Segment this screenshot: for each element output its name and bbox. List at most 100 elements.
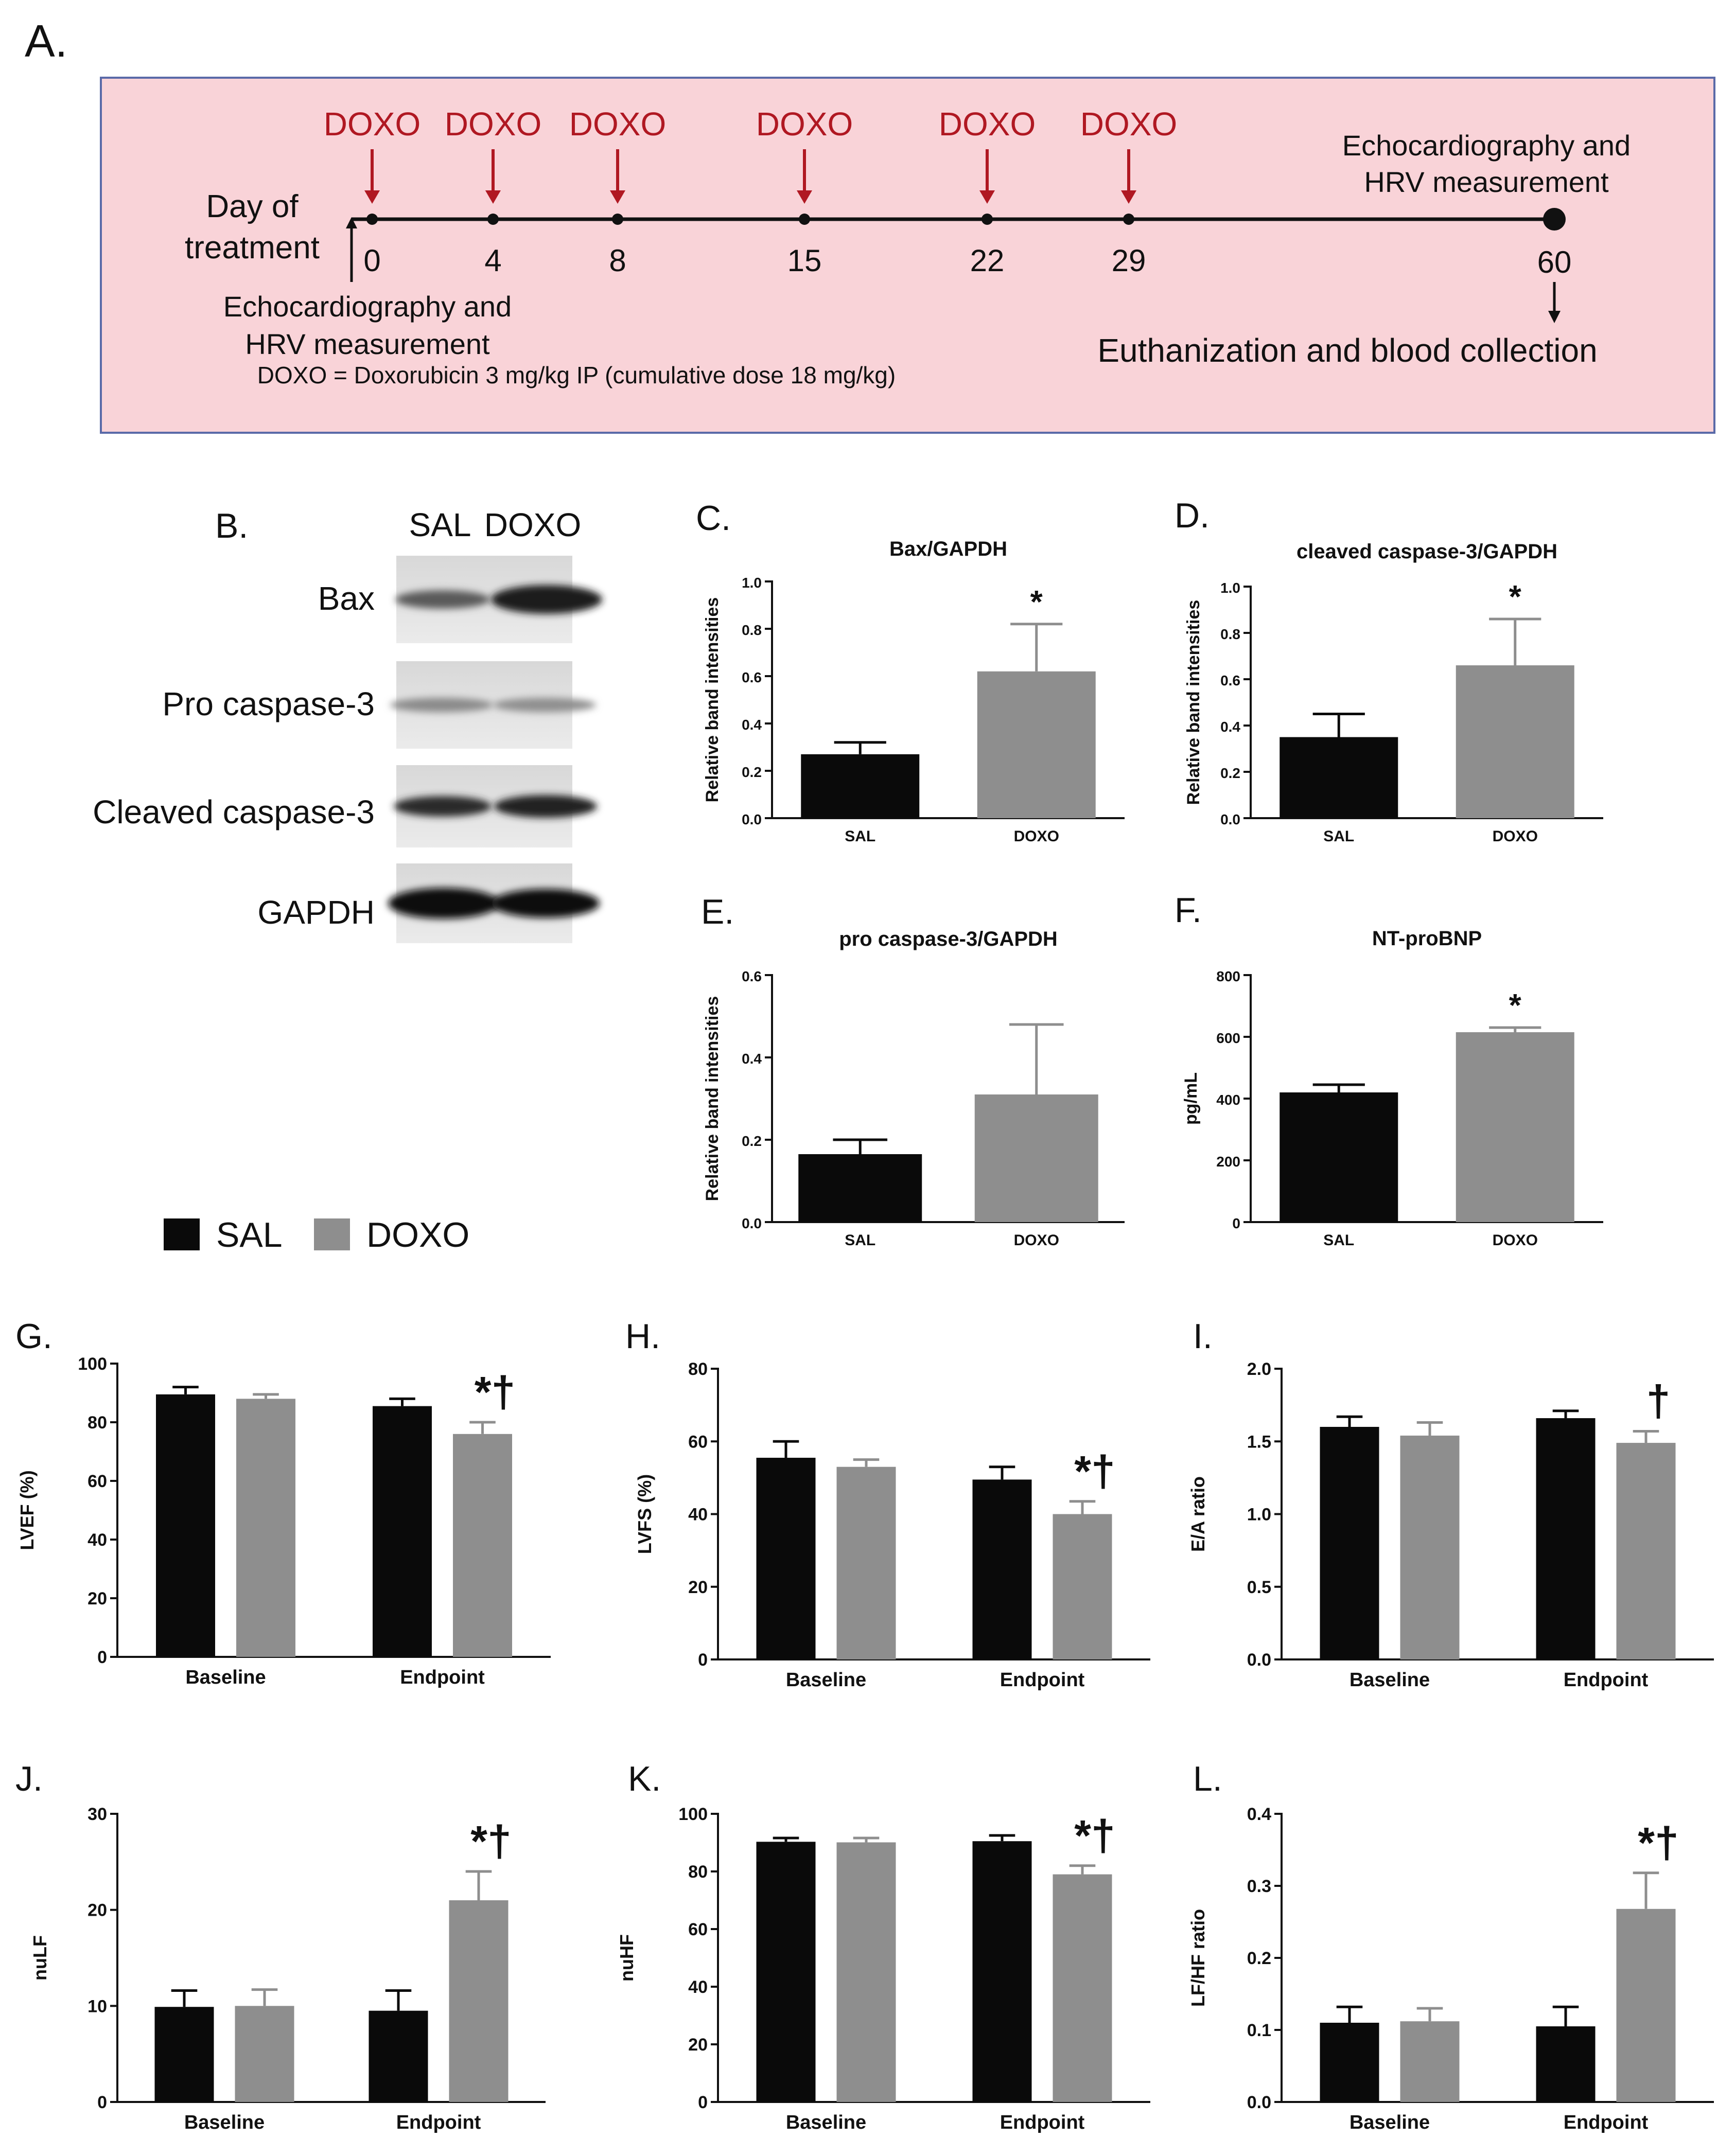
bar — [373, 1406, 432, 1657]
day-axis-label: treatment — [185, 230, 320, 266]
bar — [1456, 665, 1574, 818]
panel-label: J. — [15, 1759, 43, 1798]
bar — [1053, 1514, 1112, 1659]
blot-row-label: GAPDH — [257, 894, 375, 931]
timeline-day-dot — [982, 214, 993, 225]
x-category-label: Baseline — [786, 1669, 866, 1691]
timeline-day-label: 15 — [787, 243, 822, 278]
y-tick-label: 0 — [97, 1648, 107, 1667]
y-tick-label: 0 — [698, 2093, 708, 2112]
chart-title: NT-proBNP — [1372, 927, 1482, 950]
x-category-label: Endpoint — [1000, 1669, 1085, 1691]
start-arrowhead — [346, 217, 357, 228]
y-axis-label: LVFS (%) — [634, 1474, 655, 1554]
bar — [1400, 2021, 1460, 2102]
significance-annotation: *† — [1074, 1811, 1115, 1860]
bar — [1280, 737, 1398, 818]
blot-column-label: DOXO — [484, 506, 581, 543]
blot-band — [491, 585, 602, 614]
y-tick-label: 80 — [688, 1862, 708, 1882]
timeline-day-label: 0 — [363, 243, 380, 278]
significance-annotation: *† — [470, 1817, 511, 1865]
panel-label: H. — [625, 1317, 660, 1356]
y-axis-label: LVEF (%) — [16, 1470, 38, 1550]
y-tick-label: 0.6 — [742, 968, 762, 984]
bar — [972, 1479, 1032, 1659]
panel-label: K. — [628, 1759, 661, 1798]
x-category-label: DOXO — [1014, 1232, 1059, 1249]
y-tick-label: 0.8 — [1220, 626, 1240, 642]
end-arrowhead — [1548, 311, 1561, 323]
western-blot-panel: B. SAL DOXO Bax Pro caspase-3 Cleaved caspase… — [93, 506, 602, 943]
x-category-label: SAL — [1323, 1232, 1354, 1249]
x-category-label: Endpoint — [1000, 2112, 1085, 2133]
dose-arrowhead — [1121, 190, 1136, 204]
y-tick-label: 800 — [1216, 968, 1240, 984]
x-category-label: DOXO — [1014, 828, 1059, 845]
y-axis-label: E/A ratio — [1187, 1476, 1208, 1552]
panel-label: I. — [1193, 1317, 1213, 1356]
dose-label: DOXO — [756, 105, 853, 143]
bar — [156, 1394, 215, 1657]
legend-swatch-sal — [164, 1218, 200, 1250]
blot-row-label: Pro caspase-3 — [162, 685, 375, 722]
bar — [236, 1399, 295, 1657]
bar — [1320, 2023, 1379, 2102]
bar — [756, 1458, 816, 1659]
x-category-label: DOXO — [1493, 828, 1538, 845]
day-axis-label: Day of — [206, 189, 299, 224]
chart-h: H. 0 20 40 60 80 LVFS (%) Baseline Endpoint *† — [625, 1317, 1150, 1691]
y-tick-label: 20 — [87, 1589, 107, 1609]
start-note: HRV measurement — [245, 328, 490, 360]
x-category-label: Baseline — [786, 2112, 866, 2133]
timeline-box — [100, 77, 1715, 434]
chart-g: G. 0 20 40 60 80 100 LVEF (%) Baseline Endpoint *† — [15, 1317, 551, 1688]
chart-d: D. cleaved caspase-3/GAPDH 0.0 0.2 0.4 0.6 0.8… — [1175, 496, 1603, 845]
y-tick-label: 0.2 — [742, 764, 762, 780]
blot-band — [492, 889, 600, 918]
dose-arrowhead — [364, 190, 380, 204]
y-tick-label: 0.6 — [742, 669, 762, 685]
blot-band — [494, 795, 597, 818]
x-category-label: Endpoint — [400, 1667, 485, 1688]
y-tick-label: 80 — [87, 1413, 107, 1433]
dose-arrowhead — [979, 190, 995, 204]
x-category-label: Baseline — [1350, 2112, 1430, 2133]
bar — [453, 1434, 512, 1657]
dose-label: DOXO — [324, 105, 420, 143]
y-tick-label: 20 — [87, 1901, 107, 1920]
significance-annotation: * — [1509, 988, 1522, 1023]
y-tick-label: 1.0 — [1247, 1505, 1271, 1525]
y-tick-label: 0.1 — [1247, 2021, 1271, 2040]
y-tick-label: 600 — [1216, 1030, 1240, 1046]
y-tick-label: 0.0 — [1220, 811, 1240, 827]
blot-band — [493, 698, 596, 712]
timeline-day-label: 22 — [970, 243, 1005, 278]
timeline-end-dot — [1543, 208, 1566, 231]
panel-label: G. — [15, 1317, 52, 1356]
bar — [449, 1900, 509, 2102]
y-tick-label: 0 — [1232, 1215, 1240, 1231]
y-tick-label: 400 — [1216, 1092, 1240, 1108]
timeline-panel: A. 0 DOXO 4 DOXO 8 DOXO 15 DOXO 22 DOXO 29 DOXO 60 Day… — [25, 15, 1715, 434]
x-category-label: Baseline — [1350, 1669, 1430, 1691]
significance-annotation: *† — [475, 1368, 515, 1416]
blot-row-label: Bax — [318, 580, 375, 617]
dose-label: DOXO — [445, 105, 541, 143]
y-tick-label: 0.4 — [742, 717, 762, 733]
blot-band — [388, 888, 499, 919]
y-tick-label: 30 — [87, 1805, 107, 1824]
dose-arrowhead — [797, 190, 812, 204]
y-tick-label: 40 — [87, 1530, 107, 1550]
significance-annotation: * — [1509, 579, 1522, 615]
timeline-footnote: DOXO = Doxorubicin 3 mg/kg IP (cumulativ… — [257, 362, 896, 388]
timeline-day-label: 60 — [1537, 245, 1572, 279]
y-tick-label: 0.2 — [1247, 1949, 1271, 1968]
y-axis-label: nuHF — [616, 1934, 637, 1982]
significance-annotation: * — [1030, 585, 1043, 620]
y-tick-label: 0 — [97, 2093, 107, 2112]
timeline-day-dot — [1123, 214, 1134, 225]
y-tick-label: 1.5 — [1247, 1432, 1271, 1452]
dose-label: DOXO — [939, 105, 1036, 143]
